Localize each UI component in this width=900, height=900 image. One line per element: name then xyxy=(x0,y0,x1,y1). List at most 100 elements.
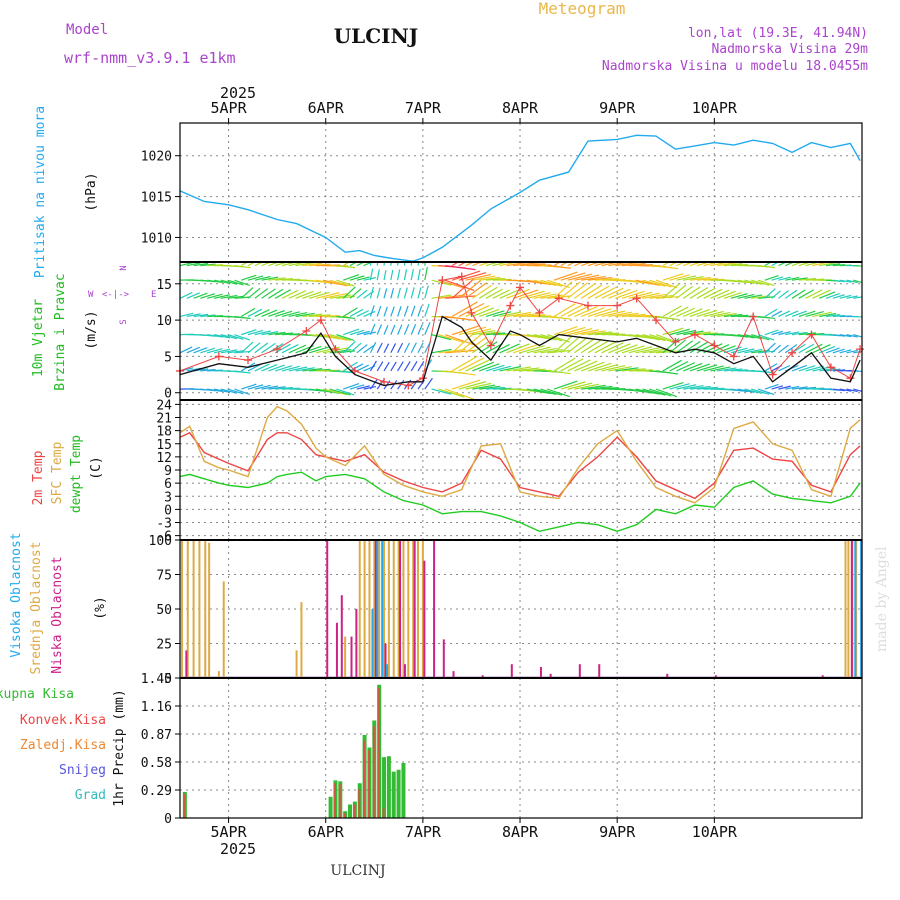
wind-arrow xyxy=(397,342,404,354)
wind-arrow xyxy=(424,303,430,317)
wind-arrow xyxy=(458,326,487,336)
precip-bar xyxy=(343,813,346,818)
wind-arrow xyxy=(275,277,293,281)
wind-arrow xyxy=(744,348,763,354)
precip-bar xyxy=(391,771,396,818)
wind-arrow xyxy=(846,388,858,393)
wind-arrow xyxy=(832,294,845,299)
wind-arrow xyxy=(254,288,269,299)
wind-arrow xyxy=(254,342,269,354)
wind-arrow xyxy=(336,334,355,342)
wind-arrow xyxy=(383,288,388,299)
footer-station: ULCINJ xyxy=(330,863,385,879)
wind-arrow xyxy=(791,386,808,390)
wind-arrow xyxy=(431,334,452,341)
wind-arrow xyxy=(853,265,862,267)
y-tick-label: 75 xyxy=(156,569,172,584)
wind-arrow xyxy=(812,289,831,299)
wind-arrow xyxy=(499,365,522,372)
wind-arrow xyxy=(567,282,588,299)
wind-arrow xyxy=(261,364,278,372)
wind-arrow xyxy=(445,265,476,271)
wind-arrow xyxy=(200,263,216,267)
wind-arrow xyxy=(403,269,408,281)
wind-arrow xyxy=(839,388,852,392)
wind-arrow xyxy=(499,343,520,354)
wind-arrow xyxy=(240,307,256,317)
wind-arrow xyxy=(812,344,831,354)
low-cloud-title: Niska Oblacnost xyxy=(50,556,65,673)
wind-arrow xyxy=(744,334,763,340)
wind-arrow xyxy=(587,308,612,318)
wind-arrow xyxy=(329,334,351,342)
wind-arrow xyxy=(846,295,858,299)
temp-sfc-line xyxy=(179,405,861,504)
wind-arrow xyxy=(465,273,492,281)
wind-arrow xyxy=(438,348,466,354)
cloud-bar xyxy=(204,540,207,678)
wind-arrow xyxy=(485,310,505,318)
wind-arrow xyxy=(567,336,588,354)
wind-arrow xyxy=(410,323,417,335)
wind-arrow xyxy=(587,262,602,267)
wind-arrow xyxy=(737,388,755,393)
grid-layer xyxy=(180,123,862,819)
wind-arrow xyxy=(281,344,299,354)
wind-arrow xyxy=(526,279,551,286)
wind-arrow xyxy=(805,343,823,354)
wind-arrow xyxy=(710,289,730,299)
wind-arrow xyxy=(642,293,667,299)
wind-arrow xyxy=(397,287,401,299)
wind-arrow xyxy=(778,364,791,372)
wind-arrow xyxy=(240,262,249,267)
x-tick-label-bottom: 9APR xyxy=(599,823,636,841)
wind-arrow xyxy=(771,330,784,336)
wind-arrow xyxy=(349,342,362,354)
cloud-bar xyxy=(403,664,406,678)
wind-arrow xyxy=(438,388,465,398)
wind-arrow xyxy=(268,288,284,299)
wind-arrow xyxy=(812,311,832,318)
wind-arrow xyxy=(417,262,420,266)
wind-arrow xyxy=(519,263,546,267)
cloud-bar xyxy=(185,650,188,678)
wind-arrow xyxy=(662,327,684,336)
wind-arrow xyxy=(268,386,286,390)
wind-arrow xyxy=(676,262,686,267)
wind-arrow xyxy=(329,388,351,396)
wind-arrow xyxy=(363,331,376,336)
wind-arrow xyxy=(234,334,250,341)
wind-arrow xyxy=(853,315,862,318)
wind-arrow xyxy=(805,365,824,372)
wind-arrow xyxy=(553,357,576,372)
temp2m-axis-title: 2m Temp xyxy=(31,450,46,505)
cloud-bar xyxy=(381,540,384,678)
year-label-bottom: 2025 xyxy=(220,840,256,858)
wind-arrow xyxy=(533,293,557,299)
wind-arrow xyxy=(397,269,401,281)
wind-arrow xyxy=(594,363,619,372)
y-tick-label: 3 xyxy=(164,490,172,505)
wind-arrow xyxy=(424,267,428,281)
data-layer xyxy=(176,134,865,818)
wind-arrow xyxy=(581,361,605,372)
wind-gust-marker xyxy=(438,276,447,285)
wind-arrow xyxy=(676,275,697,281)
wind-arrow xyxy=(587,362,612,372)
y-tick-label: 1015 xyxy=(141,191,172,206)
wind-gust-marker xyxy=(613,301,622,310)
wind-arrow xyxy=(369,305,375,317)
wind-arrow xyxy=(234,315,251,320)
x-tick-label-top: 6APR xyxy=(308,99,345,117)
wind-arrow xyxy=(281,365,300,372)
wind-arrow xyxy=(649,334,672,343)
wind-arrow xyxy=(703,288,723,299)
wind-arrow xyxy=(458,334,482,354)
wind-arrow xyxy=(322,388,348,396)
wind-arrow xyxy=(540,388,563,396)
wind-arrow xyxy=(479,385,501,390)
wind-arrow xyxy=(662,359,682,372)
cloud-bar xyxy=(355,609,358,678)
wind-arrow xyxy=(587,339,610,354)
wind-arrow xyxy=(369,323,376,335)
